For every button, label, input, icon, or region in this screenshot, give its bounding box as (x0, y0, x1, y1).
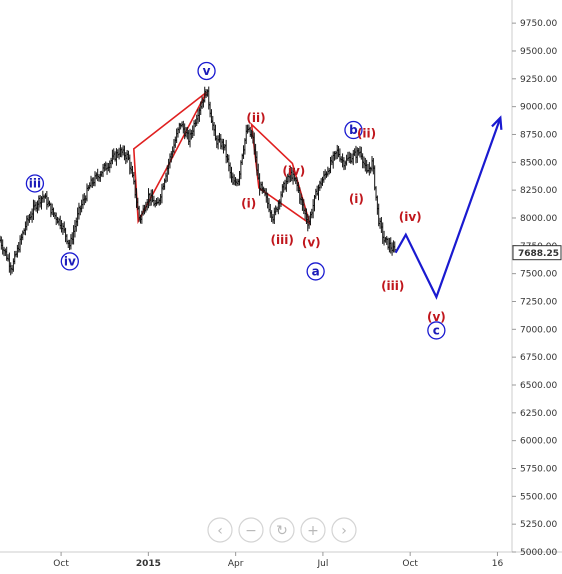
prev-button[interactable]: ‹ (207, 517, 233, 543)
y-tick-label: 8250.00 (520, 186, 557, 196)
wave-label-text: (i) (349, 192, 364, 206)
wave-label-a: a (306, 262, 325, 281)
wave-label-v: (v) (302, 235, 321, 249)
y-tick-label: 8000.00 (520, 214, 557, 224)
y-tick-label: 6250.00 (520, 409, 557, 419)
wave-label-i: (i) (349, 192, 364, 206)
price-tag-box (512, 245, 562, 261)
x-tick-label: 2015 (136, 559, 161, 569)
wave-label-text: v (203, 64, 211, 78)
wave-label-text: iv (64, 254, 76, 268)
current-price-tag: 7688.25 (512, 245, 562, 261)
wave-label-iv: iv (60, 252, 79, 271)
reset-button-icon: ↻ (276, 523, 288, 539)
y-tick-label: 8500.00 (520, 158, 557, 168)
wave-label-v: (v) (427, 310, 446, 324)
x-tick-label: Oct (402, 559, 418, 569)
y-tick-label: 5000.00 (520, 548, 557, 558)
reset-button-circle (269, 517, 295, 543)
y-tick-label: 5250.00 (520, 520, 557, 530)
projection-arrowhead (491, 115, 503, 130)
wave-label-circle (60, 252, 79, 271)
x-tick-label: Apr (228, 559, 244, 569)
wave-label-text: (iii) (271, 233, 294, 247)
zoom-out-button[interactable]: − (238, 517, 264, 543)
wave-label-circle (427, 321, 446, 340)
price-bars (0, 86, 397, 276)
next-button[interactable]: › (331, 517, 357, 543)
next-button-circle (331, 517, 357, 543)
wave-label-iv: (iv) (399, 210, 422, 224)
y-tick-label: 8750.00 (520, 130, 557, 140)
wave-label-circle (344, 120, 363, 140)
wave-label-iv: (iv) (282, 164, 305, 178)
y-tick-label: 9250.00 (520, 75, 557, 85)
wave-label-circle (197, 61, 216, 81)
wave-label-text: (iii) (381, 279, 404, 293)
zoom-out-button-circle (238, 517, 264, 543)
wave-label-text: a (312, 264, 320, 278)
wave-label-text: (ii) (357, 126, 376, 140)
y-tick-label: 6000.00 (520, 437, 557, 447)
next-button-icon: › (341, 523, 347, 539)
y-tick-label: 9500.00 (520, 47, 557, 57)
projection-line (394, 117, 502, 300)
zoom-out-button-icon: − (245, 523, 257, 539)
y-tick-label: 7000.00 (520, 325, 557, 335)
y-tick-label: 5500.00 (520, 492, 557, 502)
wave-label-text: iii (29, 176, 41, 190)
y-tick-label: 7500.00 (520, 270, 557, 280)
wave-label-v: v (197, 61, 216, 81)
wave-label-ii: (ii) (357, 126, 376, 140)
zoom-in-button-icon: + (307, 523, 319, 539)
prev-button-circle (207, 517, 233, 543)
zoom-in-button-circle (300, 517, 326, 543)
zoom-in-button[interactable]: + (300, 517, 326, 543)
wave-label-ii: (ii) (246, 111, 265, 125)
wave-label-circle (25, 174, 45, 193)
y-tick-label: 9000.00 (520, 103, 557, 113)
wave-label-text: (i) (241, 197, 256, 211)
x-tick-label: Oct (53, 559, 69, 569)
wave-label-c: c (427, 321, 446, 340)
wave-label-text: (ii) (246, 111, 265, 125)
prev-button-icon: ‹ (217, 523, 223, 539)
wave-label-text: (iv) (282, 164, 305, 178)
wave-label-text: (v) (302, 235, 321, 249)
y-tick-label: 7250.00 (520, 297, 557, 307)
y-tick-label: 6500.00 (520, 381, 557, 391)
wave-label-circle (306, 262, 325, 281)
wave-label-iii: (iii) (381, 279, 404, 293)
y-tick-label: 5750.00 (520, 464, 557, 474)
y-tick-label: 9750.00 (520, 19, 557, 29)
projection-path (394, 115, 503, 300)
reset-button[interactable]: ↻ (269, 517, 295, 543)
wave-label-text: (iv) (399, 210, 422, 224)
wave-label-b: b (344, 120, 363, 140)
wave-label-text: b (349, 123, 358, 137)
wave-label-i: (i) (241, 197, 256, 211)
chart-navigator[interactable]: ‹ − ↻ + › (207, 517, 357, 543)
price-tag-label: 7688.25 (518, 249, 559, 259)
y-tick-label: 6750.00 (520, 353, 557, 363)
wave-label-iii: iii (25, 174, 45, 193)
x-tick-label: 16 (492, 559, 504, 569)
wave-label-text: (v) (427, 310, 446, 324)
x-tick-label: Jul (316, 559, 328, 569)
wave-label-text: c (433, 323, 440, 337)
wave-label-iii: (iii) (271, 233, 294, 247)
